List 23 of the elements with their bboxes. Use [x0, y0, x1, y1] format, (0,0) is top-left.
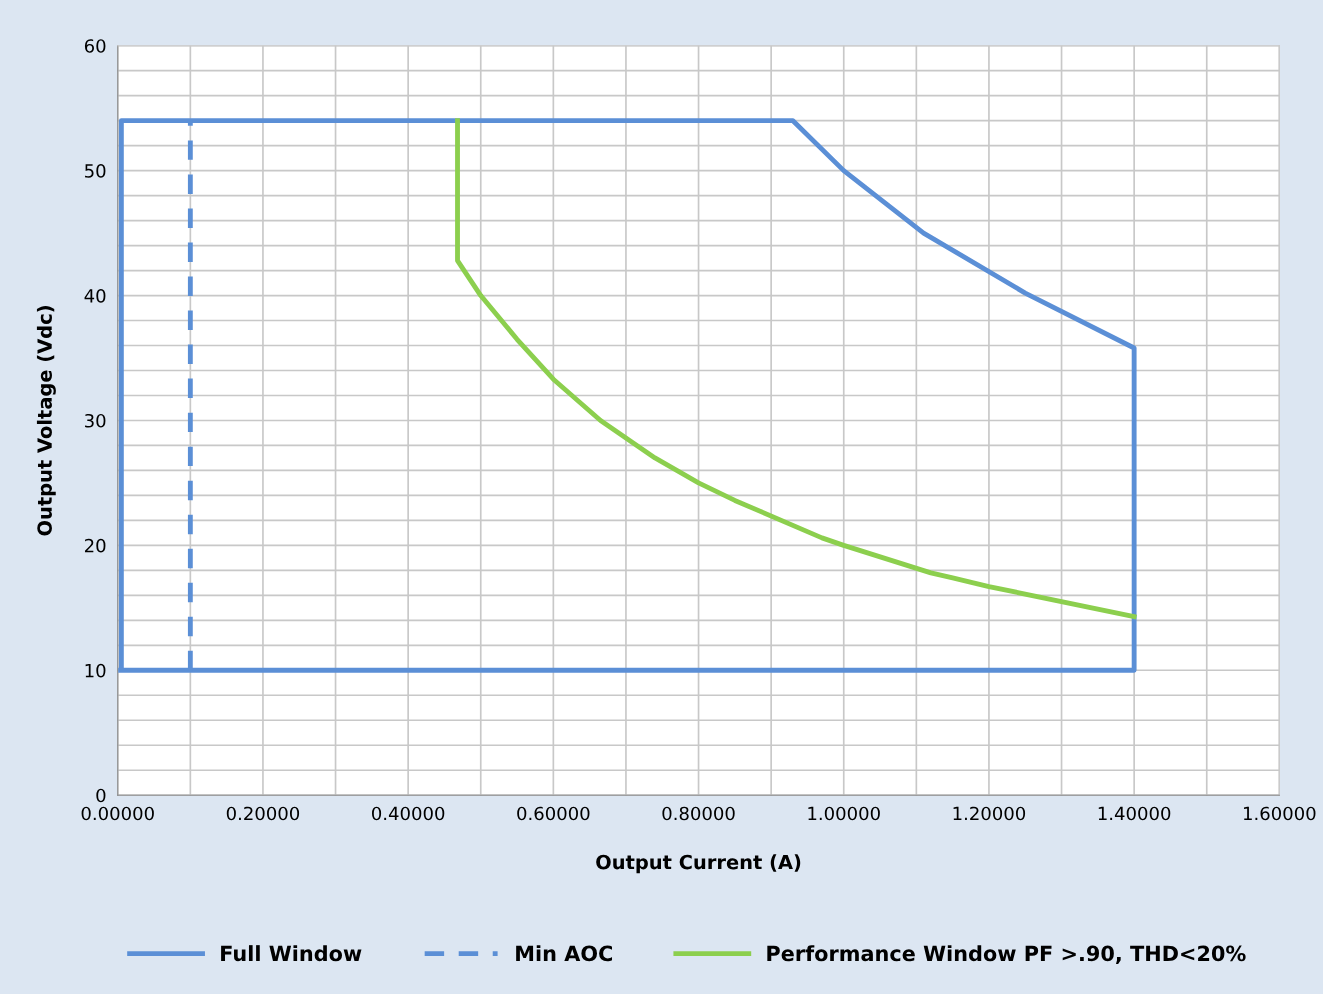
y-tick-label: 40: [84, 289, 106, 303]
legend-label: Performance Window PF >.90, THD<20%: [767, 945, 1246, 964]
y-tick-label: 60: [84, 39, 106, 53]
y-tick-label: 20: [84, 538, 106, 553]
y-tick-label: 50: [85, 164, 106, 178]
line-series: [118, 118, 1137, 673]
y-axis-title: Output Voltage (Vdc): [36, 306, 56, 536]
x-tick-label: 1.60000: [1243, 806, 1316, 821]
legend-label: Min AOC: [516, 945, 613, 962]
x-tick-label: 0.20000: [226, 806, 300, 821]
x-tick-label: 1.20000: [953, 806, 1026, 821]
x-axis-title: Output Current (A): [596, 854, 801, 874]
x-tick-label: 0.60000: [517, 806, 590, 821]
x-tick-label: 0.40000: [372, 806, 445, 821]
x-tick-label: 0.00000: [81, 806, 154, 821]
y-tick-label: 0: [96, 788, 106, 803]
x-tick-label: 1.40000: [1098, 806, 1171, 821]
x-tick-label: 0.80000: [662, 806, 735, 821]
y-tick-label: 30: [85, 413, 106, 428]
x-tick-label: 1.00000: [808, 806, 880, 821]
legend-label: Full Window: [221, 945, 362, 962]
line-series: [455, 118, 1137, 619]
y-tick-label: 10: [85, 663, 106, 678]
